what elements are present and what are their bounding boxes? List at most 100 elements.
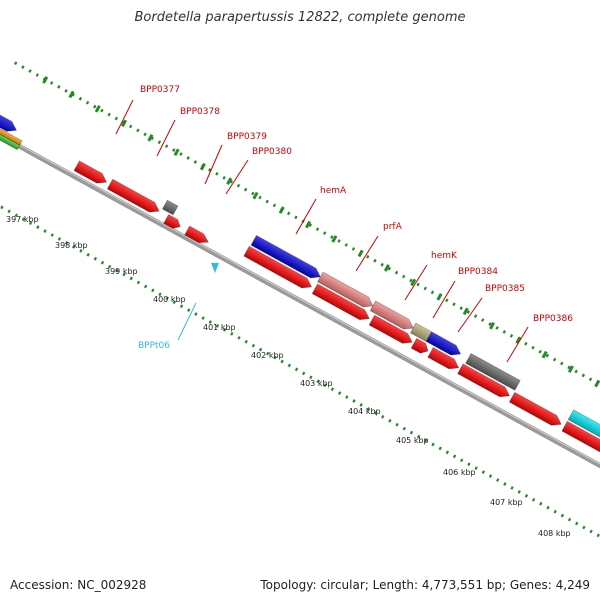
lower-tick-mark — [323, 383, 327, 388]
lower-tick-mark — [373, 411, 378, 415]
upper-tick-mark — [222, 175, 226, 180]
upper-tick-mark — [567, 365, 571, 370]
upper-tick-mark — [560, 361, 564, 366]
leader-line — [506, 326, 529, 363]
upper-tick-mark — [193, 160, 198, 164]
gene-layer — [0, 111, 600, 455]
major-tick-mark — [357, 249, 364, 258]
trna-marker — [211, 263, 219, 273]
gene-arrow — [508, 391, 562, 426]
upper-tick-mark — [243, 187, 248, 192]
lower-tick-mark — [280, 359, 284, 364]
upper-tick-mark — [366, 254, 370, 259]
lower-tick-mark — [424, 438, 428, 443]
leader-line — [156, 119, 176, 157]
upper-tick-mark — [251, 191, 255, 196]
genome-backbone — [0, 132, 600, 469]
upper-tick-mark — [430, 290, 435, 295]
upper-tick-mark — [107, 112, 111, 117]
lower-tick-mark — [251, 343, 256, 348]
lower-tick-mark — [143, 284, 148, 289]
lower-tick-mark — [43, 229, 47, 233]
upper-tick-mark — [164, 144, 169, 149]
gene-label: BPP0384 — [458, 267, 498, 277]
gene-label: hemK — [431, 251, 458, 261]
upper-tick-mark — [236, 183, 241, 188]
upper-tick-mark — [581, 373, 586, 378]
lower-tick-mark — [431, 442, 435, 447]
gene-arrow — [106, 178, 160, 213]
gene-arrow — [369, 300, 414, 330]
lower-tick-mark — [57, 237, 62, 241]
lower-tick-mark — [531, 497, 536, 502]
upper-tick-mark — [186, 156, 190, 160]
lower-tick-mark — [596, 533, 600, 538]
upper-tick-mark — [35, 73, 39, 77]
lower-tick-mark — [452, 454, 457, 459]
lower-tick-mark — [287, 363, 292, 368]
major-tick-mark — [252, 191, 259, 200]
upper-tick-mark — [78, 96, 83, 101]
upper-tick-mark — [114, 116, 119, 121]
scale-label: 408 kbp — [538, 529, 571, 538]
leader-line — [204, 144, 223, 185]
gene-label: BPP0380 — [252, 147, 292, 157]
lower-tick-mark — [524, 494, 529, 498]
major-tick-mark — [68, 90, 75, 99]
lower-tick-mark — [115, 268, 119, 273]
lower-tick-mark — [381, 414, 385, 419]
gene-arrow — [184, 225, 209, 244]
gene-label: BPP0385 — [485, 284, 525, 294]
leader-line — [432, 280, 456, 319]
backbone-layer — [0, 132, 600, 469]
lower-tick-mark — [460, 458, 464, 463]
lower-tick-mark — [222, 328, 227, 332]
gene-arrow — [561, 420, 600, 455]
lower-tick-mark — [395, 422, 399, 427]
upper-tick-mark — [215, 171, 219, 176]
lower-tick-mark — [467, 462, 471, 467]
lower-tick-mark — [388, 418, 392, 423]
upper-tick-mark — [21, 65, 25, 69]
scale-label: 398 kbp — [55, 241, 88, 250]
lower-tick-mark — [7, 209, 11, 214]
gene-arrow — [0, 123, 21, 151]
lower-tick-mark — [560, 513, 565, 518]
lower-tick-mark — [302, 371, 306, 376]
leader-line — [404, 264, 428, 301]
scale-label: 407 kbp — [490, 498, 523, 507]
scale-label: 401 kbp — [203, 323, 236, 332]
lower-tick-mark — [93, 256, 98, 261]
lower-tick-mark — [258, 347, 263, 352]
lower-tick-mark — [330, 387, 335, 392]
major-tick-mark — [147, 134, 154, 142]
lower-tick-mark — [366, 407, 371, 411]
upper-tick-mark — [402, 274, 406, 279]
lower-tick-mark — [230, 331, 234, 336]
upper-tick-mark — [509, 334, 514, 338]
upper-tick-mark — [351, 247, 356, 251]
upper-tick-mark — [14, 61, 18, 66]
scale-label: 399 kbp — [105, 267, 138, 276]
upper-tick-mark — [57, 85, 61, 89]
lower-tick-mark — [481, 470, 486, 474]
upper-tick-mark — [258, 195, 262, 200]
lower-tick-mark — [194, 312, 198, 316]
major-tick-mark — [383, 264, 390, 272]
upper-tick-mark — [322, 231, 327, 235]
scale-label: 402 kbp — [251, 351, 284, 360]
upper-tick-mark — [308, 223, 312, 228]
upper-tick-mark — [531, 345, 535, 350]
lower-tick-mark — [36, 225, 40, 229]
leader-line — [295, 198, 317, 235]
upper-tick-mark — [136, 128, 140, 133]
lower-tick-mark — [187, 308, 191, 312]
trna-label: BPPt06 — [138, 341, 170, 351]
upper-tick-mark — [524, 341, 528, 346]
major-tick-mark — [436, 293, 443, 301]
tick-layer — [0, 61, 600, 538]
lower-tick-mark — [50, 233, 54, 237]
gene-arrow — [457, 363, 511, 398]
lower-tick-mark — [28, 221, 33, 226]
